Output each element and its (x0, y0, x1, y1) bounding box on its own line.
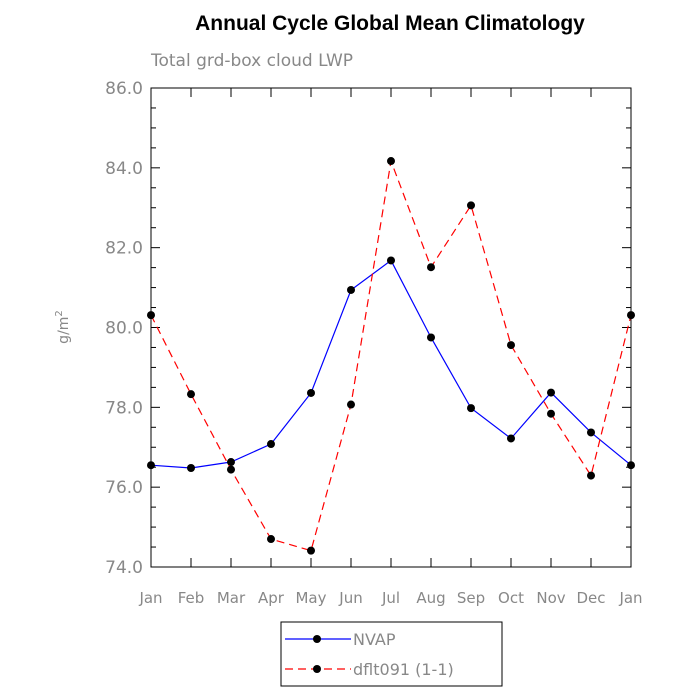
x-tick-label: Sep (457, 589, 485, 607)
x-tick-label: May (295, 589, 326, 607)
x-tick-label: Jan (618, 589, 642, 607)
series-1-point (507, 341, 515, 350)
series-1-point (187, 390, 195, 399)
series-1-point (347, 400, 355, 409)
series-line-1 (150, 158, 632, 552)
y-tick-label: 74.0 (105, 558, 143, 578)
x-tick-label: Jul (381, 589, 400, 607)
x-tick-label: Jan (138, 589, 162, 607)
series-0-point (467, 404, 475, 413)
x-tick-label: Feb (178, 589, 205, 607)
y-axis-label-superscript: 2 (54, 310, 65, 316)
legend-box (280, 621, 503, 687)
y-tick-label: 78.0 (105, 398, 143, 418)
y-tick-label: 86.0 (105, 79, 143, 99)
series-1-point (547, 409, 555, 418)
series-1-point (427, 263, 435, 272)
legend-marker-1 (313, 665, 321, 673)
series-0-point (307, 388, 315, 397)
y-axis-label: g/m2 (54, 310, 72, 344)
x-tick-label: Aug (416, 589, 445, 607)
series-0-point (147, 461, 155, 470)
x-tick-label: Dec (576, 589, 605, 607)
series-0-point (627, 461, 635, 470)
x-tick-label: Jun (338, 589, 362, 607)
series-1-point (387, 157, 395, 166)
series-0-point (507, 434, 515, 443)
series-0-point (187, 464, 195, 473)
legend-label-0: NVAP (353, 630, 396, 649)
legend: NVAP dflt091 (1-1) (280, 621, 503, 687)
x-tick-label: Nov (536, 589, 565, 607)
series-0-point (587, 428, 595, 437)
plot-area: 74.0 76.0 78.0 80.0 82.0 84.0 86.0 Jan Feb Mar Apr… (105, 79, 642, 607)
series-1-point (587, 471, 595, 480)
series-line-0 (150, 259, 632, 469)
y-axis-label-text: g/m (56, 317, 72, 344)
series-1-point (227, 465, 235, 474)
legend-marker-0 (313, 635, 321, 643)
series-0-point (387, 256, 395, 265)
series-0-point (547, 388, 555, 397)
chart-title: Annual Cycle Global Mean Climatology (195, 12, 585, 35)
y-tick-label: 82.0 (105, 239, 143, 259)
series-1-point (467, 201, 475, 210)
y-tick-label: 80.0 (105, 319, 143, 339)
y-tick-label: 76.0 (105, 478, 143, 498)
x-tick-label: Oct (498, 589, 524, 607)
y-tick-label: 84.0 (105, 159, 143, 179)
series-1-point (627, 311, 635, 320)
x-tick-label: Mar (217, 589, 246, 607)
series-0-point (427, 333, 435, 342)
series-0-point (227, 458, 235, 467)
series-0-point (267, 440, 275, 449)
series-0-point (347, 285, 355, 294)
series-1-point (307, 546, 315, 555)
x-tick-label: Apr (258, 589, 285, 607)
chart-subtitle: Total grd-box cloud LWP (150, 51, 353, 71)
legend-label-1: dflt091 (1-1) (353, 660, 454, 679)
series-1-point (147, 311, 155, 320)
series-1-point (267, 535, 275, 544)
